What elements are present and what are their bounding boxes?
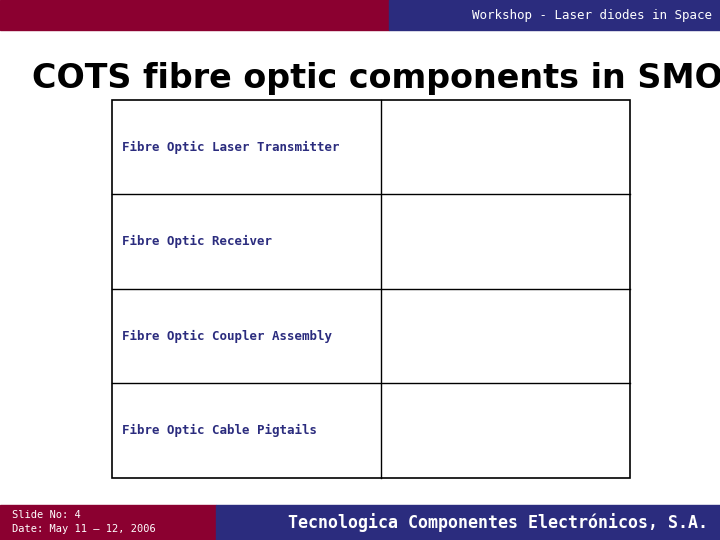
Text: Fibre Optic Coupler Assembly: Fibre Optic Coupler Assembly [122,329,332,343]
Bar [0,505,216,540]
Bar [0,0,389,30]
Text: Slide No: 4
Date: May 11 – 12, 2006: Slide No: 4 Date: May 11 – 12, 2006 [12,510,156,535]
Text: Fibre Optic Cable Pigtails: Fibre Optic Cable Pigtails [122,424,317,437]
Text: Fibre Optic Laser Transmitter: Fibre Optic Laser Transmitter [122,140,339,154]
Text: COTS fibre optic components in SMOS: COTS fibre optic components in SMOS [32,62,720,95]
Bar [389,0,720,30]
Bar [216,505,720,540]
Text: Fibre Optic Receiver: Fibre Optic Receiver [122,235,271,248]
Text: Workshop - Laser diodes in Space: Workshop - Laser diodes in Space [472,9,712,22]
Bar [112,100,630,478]
Text: Tecnologica Componentes Electrónicos, S.A.: Tecnologica Componentes Electrónicos, S.… [288,513,708,532]
